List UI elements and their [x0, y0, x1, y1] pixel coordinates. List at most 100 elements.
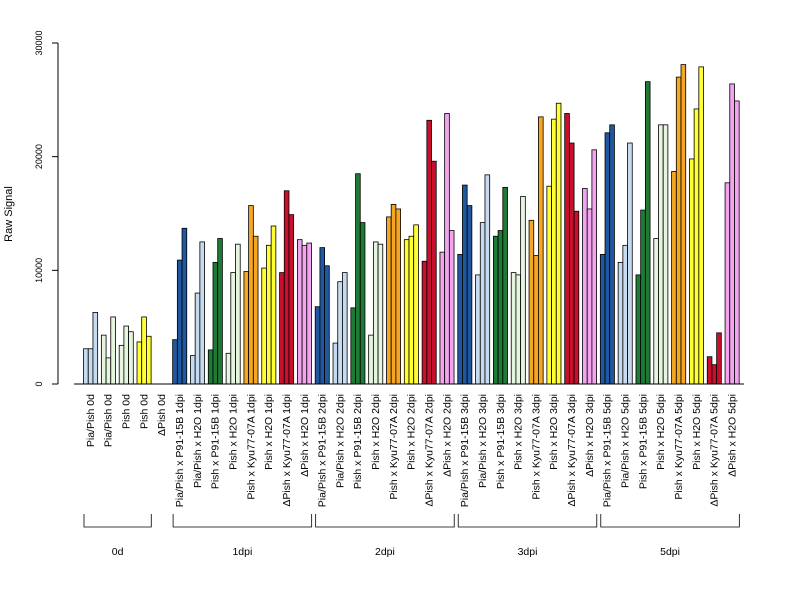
bar — [301, 244, 308, 385]
bar — [270, 225, 277, 385]
bar — [457, 254, 463, 385]
bar — [609, 124, 615, 385]
x-tick-label: ΔPish x Kyu77-07A 1dpi — [281, 394, 293, 507]
bar — [176, 259, 183, 385]
bar — [716, 332, 722, 385]
bar — [671, 171, 677, 385]
bar — [87, 348, 94, 385]
y-axis-label: Raw Signal — [3, 186, 15, 242]
bar — [711, 364, 718, 385]
x-tick-label: ΔPish x H2O 2dpi — [441, 394, 453, 477]
bar — [199, 241, 205, 385]
bar — [350, 307, 356, 385]
bar — [515, 274, 522, 385]
bar — [403, 239, 410, 385]
group-bracket — [83, 514, 152, 528]
bar — [377, 243, 384, 385]
bar — [555, 102, 562, 385]
bar — [118, 344, 125, 385]
bar — [533, 255, 539, 385]
bar — [359, 222, 366, 385]
bar — [230, 272, 236, 385]
bar — [100, 334, 107, 385]
x-tick-label: Pia/Pish x P91-15B 1dpi — [174, 394, 186, 507]
x-tick-label: ΔPish x Kyu77-07A 5dpi — [709, 394, 721, 507]
bar — [604, 132, 611, 385]
bar — [734, 100, 740, 385]
bar — [538, 116, 544, 385]
bar — [128, 331, 134, 385]
bar — [146, 335, 152, 385]
x-tick-label: Pia/Pish x H2O 3dpi — [477, 394, 489, 488]
bar — [288, 214, 295, 385]
x-tick-label: Pish x H2O 3dpi — [548, 394, 560, 470]
x-tick-label: Pish x H2O 1dpi — [263, 394, 275, 470]
bar — [502, 186, 508, 385]
x-tick-label: Pia/Pish x P91-15B 3dpi — [459, 394, 471, 507]
x-tick-label: Pish 0d — [138, 394, 150, 429]
x-tick-label: Pia/Pish 0d — [103, 394, 115, 447]
bar — [444, 113, 450, 385]
x-tick-label: Pia/Pish 0d — [85, 394, 97, 447]
bar — [653, 238, 659, 385]
bar — [497, 230, 504, 385]
bar — [551, 118, 557, 385]
bar — [217, 238, 223, 385]
bar — [296, 239, 303, 385]
group-label: 3dpi — [518, 546, 538, 558]
bar — [212, 261, 219, 385]
group-label: 0d — [112, 546, 124, 558]
bar — [493, 235, 499, 385]
bar — [306, 242, 312, 385]
group-label: 2dpi — [375, 546, 395, 558]
x-tick-label: ΔPish x H2O 1dpi — [299, 394, 311, 477]
bar — [479, 222, 486, 385]
x-tick-label: Pia/Pish x P91-15B 2dpi — [317, 394, 329, 507]
bar — [617, 261, 624, 385]
bar — [484, 174, 491, 385]
bar — [622, 244, 628, 385]
bar — [546, 185, 552, 385]
bar — [190, 355, 196, 385]
bar — [248, 205, 254, 385]
bar — [706, 356, 713, 385]
bar — [729, 83, 735, 385]
bar — [599, 254, 606, 385]
bar — [261, 267, 267, 385]
bar — [591, 149, 598, 385]
group-bracket — [315, 514, 455, 528]
bar — [582, 188, 588, 385]
bar — [337, 281, 343, 385]
y-tick-label: 20000 — [34, 144, 44, 169]
x-tick-label: Pish 0d — [121, 394, 133, 429]
bar — [426, 119, 432, 385]
bar — [413, 224, 419, 385]
group-bracket — [600, 514, 740, 528]
group-brackets: 0d 1dpi 2dpi 3dpi 5dpi — [83, 514, 740, 558]
y-tick-label: 0 — [34, 381, 44, 386]
bar — [568, 142, 575, 385]
x-tick-label: Pia/Pish x P91-15B 5dpi — [602, 394, 614, 507]
bar — [279, 272, 285, 385]
bar — [573, 210, 580, 385]
bar — [635, 274, 642, 385]
bar — [675, 76, 682, 385]
bar — [462, 184, 468, 385]
x-tick-label: Pish x H2O 5dpi — [691, 394, 703, 470]
x-tick-label: ΔPish x H2O 5dpi — [726, 394, 738, 477]
bar — [698, 66, 704, 385]
x-tick-label: Pish x P91-15B 5dpi — [637, 394, 649, 489]
x-tick-label: ΔPish x H2O 3dpi — [584, 394, 596, 477]
bar — [243, 271, 250, 385]
bar — [640, 209, 646, 385]
bar — [439, 251, 446, 385]
bar — [564, 113, 570, 385]
x-tick-label: Pish x H2O 3dpi — [513, 394, 525, 470]
x-tick-label: ΔPish 0d — [156, 394, 168, 436]
bar — [235, 243, 241, 385]
bar — [266, 244, 272, 385]
bar — [466, 205, 473, 385]
bar — [689, 158, 695, 385]
bar — [252, 235, 259, 385]
